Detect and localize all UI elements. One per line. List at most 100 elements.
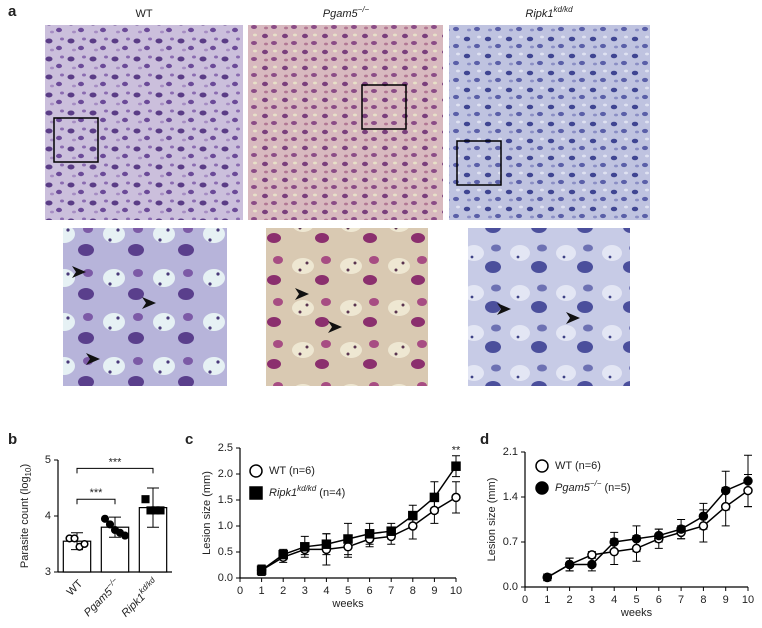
series-line <box>546 489 749 579</box>
label-part: WT (n=6) <box>269 465 315 477</box>
label-part: Ripk1 <box>525 8 553 20</box>
data-point <box>698 521 709 531</box>
x-tick-label: 6 <box>656 594 662 606</box>
y-axis-label: Lesion size (mm) <box>486 478 498 562</box>
label-part: −/− <box>590 479 602 488</box>
significance-label: *** <box>109 456 123 468</box>
arrowheads <box>72 266 580 365</box>
data-point <box>343 534 353 544</box>
y-tick-label: 4 <box>45 510 51 522</box>
x-axis-label: weeks <box>331 598 364 610</box>
data-point <box>743 476 753 486</box>
y-tick-label: 1.4 <box>503 491 518 503</box>
data-point <box>321 539 332 549</box>
data-point <box>120 531 130 540</box>
legend-label: WT (n=6) <box>269 465 315 477</box>
x-axis-label: weeks <box>620 607 653 619</box>
label-part: Ripk1 <box>269 487 297 499</box>
legend-label: WT (n=6) <box>555 460 601 472</box>
x-tick-label: 4 <box>323 585 329 597</box>
histology-image <box>248 25 443 220</box>
data-point <box>743 485 753 496</box>
data-point <box>631 543 642 554</box>
image-label: Pgam5−/− <box>323 5 370 20</box>
data-point <box>587 559 597 570</box>
data-point <box>564 559 575 570</box>
x-tick-label: 1 <box>544 594 550 606</box>
x-tick-label: 2 <box>567 594 573 606</box>
label-part: −/− <box>358 5 370 14</box>
x-tick-label: 10 <box>450 585 462 597</box>
legend-label: Ripk1kd/kd (n=4) <box>269 484 345 499</box>
inset-box <box>53 117 99 163</box>
data-point <box>141 495 150 504</box>
x-tick-label: 9 <box>723 594 729 606</box>
data-point <box>408 521 418 531</box>
x-tick-label: 7 <box>388 585 394 597</box>
y-axis-label: Parasite count (log10) <box>19 464 33 568</box>
y-axis-label: Lesion size (mm) <box>201 471 213 555</box>
x-tick-label: 7 <box>678 594 684 606</box>
y-tick-label: 0.0 <box>503 581 518 593</box>
label-part: (n=5) <box>601 482 630 494</box>
data-point <box>343 542 353 552</box>
series-line <box>261 465 457 571</box>
x-tick-label: 9 <box>431 585 437 597</box>
data-point <box>100 514 110 523</box>
data-point <box>451 461 461 471</box>
histology-image <box>449 25 650 220</box>
data-point <box>80 539 89 549</box>
x-tick-label: Ripk1kd/kd <box>117 575 161 619</box>
series-line <box>261 496 457 571</box>
data-point <box>542 572 553 583</box>
data-point <box>429 505 440 516</box>
x-tick-label: 0 <box>237 585 243 597</box>
label-part: Pgam5 <box>323 8 359 20</box>
x-tick-label: 4 <box>611 594 617 606</box>
y-tick-label: 0.7 <box>503 536 518 548</box>
label-part: (n=4) <box>316 487 345 499</box>
histology-image <box>45 25 243 220</box>
panel-label: b <box>8 431 17 448</box>
label-part: Pgam5 <box>555 482 591 494</box>
label-part: kd/kd <box>137 575 157 595</box>
inset-box <box>456 140 502 186</box>
y-tick-label: 1.0 <box>218 520 233 532</box>
y-tick-label: 2.5 <box>218 442 233 454</box>
significance-label: *** <box>90 487 104 499</box>
legend-marker <box>535 481 549 495</box>
panel-label: d <box>480 431 489 448</box>
x-tick-label: 10 <box>742 594 754 606</box>
legend-label: Pgam5−/− (n=5) <box>555 479 630 494</box>
panel-label: a <box>8 3 17 20</box>
data-point <box>386 526 396 536</box>
legend-marker <box>535 459 549 473</box>
data-point <box>720 485 731 496</box>
panel-label: c <box>185 431 193 448</box>
label-part: Parasite count (log <box>19 476 31 568</box>
image-label: WT <box>135 8 152 20</box>
x-tick-label: 5 <box>633 594 639 606</box>
significance-label: ** <box>452 445 461 457</box>
y-tick-label: 2.0 <box>218 468 233 480</box>
data-point <box>278 549 288 560</box>
y-tick-label: 0.0 <box>218 572 233 584</box>
x-tick-label: Pgam5−/− <box>80 575 124 619</box>
x-tick-label: 1 <box>259 585 265 597</box>
legend-marker <box>249 486 263 500</box>
data-point <box>631 534 642 544</box>
y-tick-label: 5 <box>45 454 51 466</box>
label-part: kd/kd <box>554 5 574 14</box>
y-tick-label: 0.5 <box>218 546 233 558</box>
x-tick-label: 8 <box>410 585 416 597</box>
data-point <box>156 506 165 515</box>
label-part: WT <box>65 577 86 598</box>
label-part: kd/kd <box>297 484 317 493</box>
data-point <box>698 511 709 522</box>
legend-marker <box>249 464 263 478</box>
data-point <box>300 542 310 552</box>
x-tick-label: 5 <box>345 585 351 597</box>
y-tick-label: 1.5 <box>218 494 233 506</box>
x-tick-label: 8 <box>700 594 706 606</box>
